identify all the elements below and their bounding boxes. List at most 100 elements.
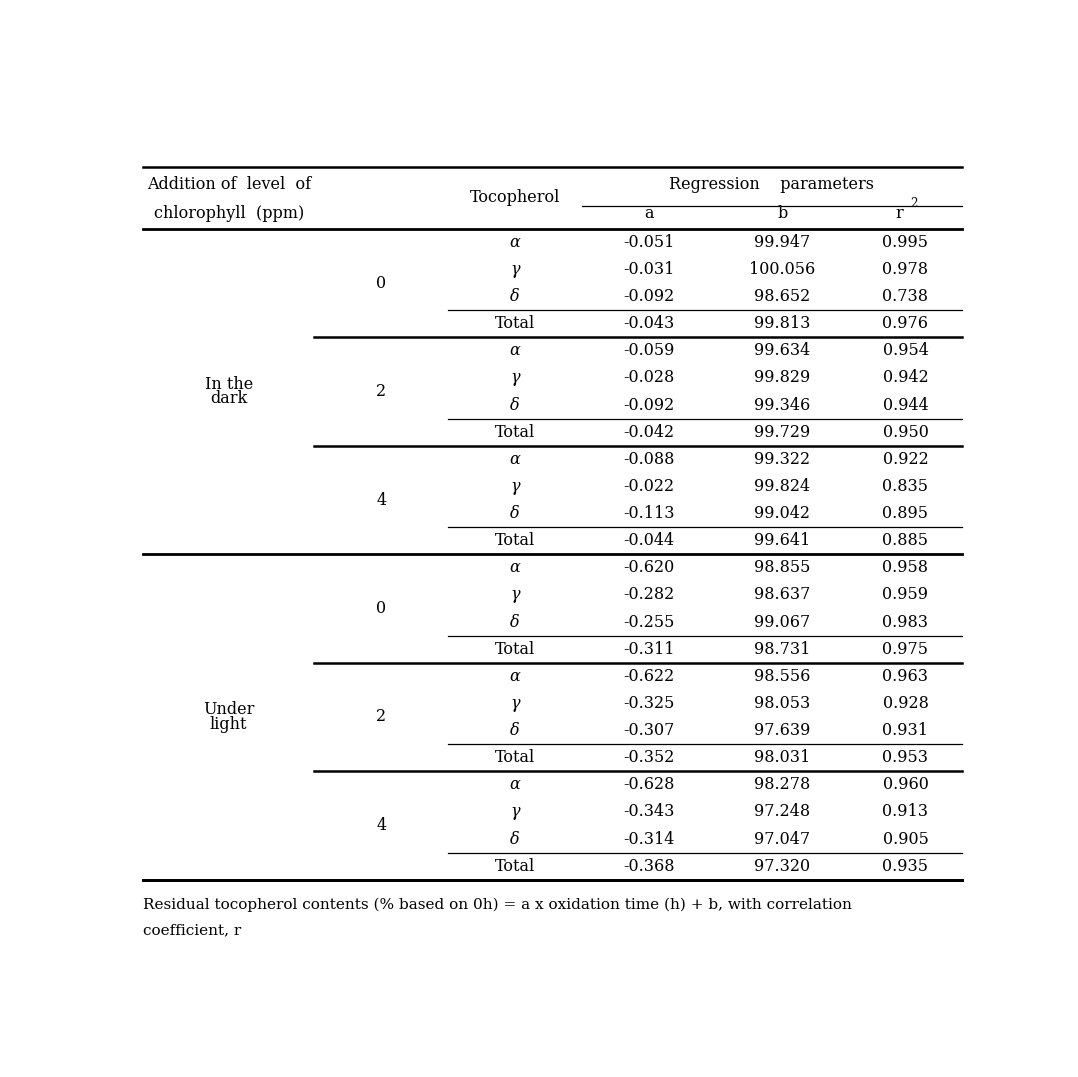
Text: 0.835: 0.835 (883, 478, 928, 495)
Text: -0.051: -0.051 (623, 234, 674, 251)
Text: 98.855: 98.855 (754, 559, 811, 576)
Text: 98.031: 98.031 (755, 750, 811, 766)
Text: 4: 4 (376, 491, 386, 508)
Text: 98.652: 98.652 (755, 288, 811, 305)
Text: 99.824: 99.824 (755, 478, 811, 495)
Text: Total: Total (495, 857, 535, 875)
Text: -0.628: -0.628 (623, 777, 674, 794)
Text: 99.813: 99.813 (754, 316, 811, 332)
Text: -0.620: -0.620 (623, 559, 674, 576)
Text: Tocopherol: Tocopherol (470, 190, 561, 206)
Text: γ: γ (510, 261, 520, 278)
Text: 100.056: 100.056 (749, 261, 815, 278)
Text: 99.067: 99.067 (755, 614, 811, 630)
Text: 97.639: 97.639 (754, 722, 811, 739)
Text: δ: δ (510, 614, 520, 630)
Text: γ: γ (510, 587, 520, 603)
Text: 98.556: 98.556 (754, 668, 811, 685)
Text: -0.042: -0.042 (623, 423, 674, 440)
Text: 99.346: 99.346 (755, 396, 811, 414)
Text: δ: δ (510, 396, 520, 414)
Text: Total: Total (495, 641, 535, 658)
Text: In the: In the (205, 376, 253, 392)
Text: -0.311: -0.311 (623, 641, 675, 658)
Text: 0.935: 0.935 (883, 857, 928, 875)
Text: 0.944: 0.944 (883, 396, 928, 414)
Text: 99.641: 99.641 (755, 532, 811, 549)
Text: Total: Total (495, 532, 535, 549)
Text: -0.352: -0.352 (623, 750, 674, 766)
Text: 0.942: 0.942 (883, 369, 928, 387)
Text: -0.255: -0.255 (623, 614, 674, 630)
Text: -0.622: -0.622 (623, 668, 674, 685)
Text: -0.044: -0.044 (623, 532, 674, 549)
Text: r: r (896, 206, 903, 222)
Text: α: α (510, 234, 521, 251)
Text: Total: Total (495, 423, 535, 440)
Text: 0.978: 0.978 (883, 261, 928, 278)
Text: 99.322: 99.322 (755, 451, 811, 467)
Text: Under: Under (203, 701, 254, 718)
Text: 99.947: 99.947 (755, 234, 811, 251)
Text: 2: 2 (376, 383, 386, 400)
Text: δ: δ (510, 288, 520, 305)
Text: Addition of  level  of: Addition of level of (147, 177, 310, 193)
Text: 0.895: 0.895 (883, 505, 928, 522)
Text: 0.885: 0.885 (883, 532, 928, 549)
Text: α: α (510, 777, 521, 794)
Text: 0.975: 0.975 (883, 641, 928, 658)
Text: dark: dark (210, 391, 247, 407)
Text: 0: 0 (376, 600, 386, 617)
Text: -0.088: -0.088 (623, 451, 674, 467)
Text: light: light (210, 716, 248, 733)
Text: 0.928: 0.928 (883, 695, 928, 712)
Text: 99.042: 99.042 (755, 505, 811, 522)
Text: γ: γ (510, 695, 520, 712)
Text: 97.248: 97.248 (755, 803, 811, 821)
Text: 0.960: 0.960 (883, 777, 928, 794)
Text: -0.031: -0.031 (623, 261, 674, 278)
Text: 0.738: 0.738 (883, 288, 928, 305)
Text: -0.092: -0.092 (623, 288, 674, 305)
Text: δ: δ (510, 505, 520, 522)
Text: γ: γ (510, 478, 520, 495)
Text: 98.278: 98.278 (755, 777, 811, 794)
Text: -0.314: -0.314 (623, 830, 674, 848)
Text: 99.729: 99.729 (755, 423, 811, 440)
Text: 0.931: 0.931 (883, 722, 928, 739)
Text: -0.022: -0.022 (623, 478, 674, 495)
Text: α: α (510, 342, 521, 360)
Text: α: α (510, 451, 521, 467)
Text: 97.320: 97.320 (755, 857, 811, 875)
Text: δ: δ (510, 830, 520, 848)
Text: -0.043: -0.043 (623, 316, 674, 332)
Text: α: α (510, 668, 521, 685)
Text: γ: γ (510, 803, 520, 821)
Text: 2: 2 (910, 196, 917, 210)
Text: 0.913: 0.913 (883, 803, 928, 821)
Text: Residual tocopherol contents (% based on 0h) = a x oxidation time (h) + b, with : Residual tocopherol contents (% based on… (143, 898, 852, 912)
Text: 0.922: 0.922 (883, 451, 928, 467)
Text: 0.983: 0.983 (883, 614, 928, 630)
Text: 2: 2 (376, 709, 386, 726)
Text: -0.325: -0.325 (623, 695, 674, 712)
Text: -0.092: -0.092 (623, 396, 674, 414)
Text: b: b (777, 206, 787, 222)
Text: 0.958: 0.958 (883, 559, 928, 576)
Text: 0: 0 (376, 275, 386, 292)
Text: coefficient, r: coefficient, r (143, 924, 241, 938)
Text: chlorophyll  (ppm): chlorophyll (ppm) (153, 206, 304, 222)
Text: 97.047: 97.047 (755, 830, 811, 848)
Text: -0.059: -0.059 (623, 342, 674, 360)
Text: 0.976: 0.976 (883, 316, 928, 332)
Text: 0.953: 0.953 (883, 750, 928, 766)
Text: -0.282: -0.282 (623, 587, 674, 603)
Text: -0.113: -0.113 (623, 505, 675, 522)
Text: 4: 4 (376, 817, 386, 834)
Text: Regression    parameters: Regression parameters (669, 177, 874, 193)
Text: α: α (510, 559, 521, 576)
Text: 98.731: 98.731 (754, 641, 811, 658)
Text: Total: Total (495, 750, 535, 766)
Text: 98.053: 98.053 (755, 695, 811, 712)
Text: Total: Total (495, 316, 535, 332)
